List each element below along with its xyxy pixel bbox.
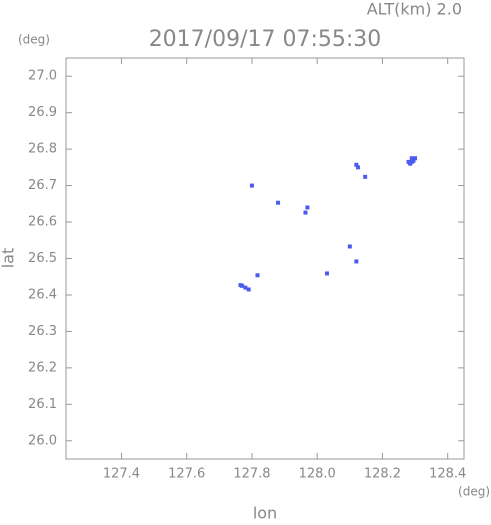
x-tick-label: 128.2 (364, 467, 401, 482)
chart-title: 2017/09/17 07:55:30 (149, 27, 382, 52)
echo-point (347, 244, 352, 249)
y-tick-label: 26.9 (28, 105, 57, 120)
y-unit: (deg) (18, 33, 50, 47)
echo-point (324, 271, 329, 276)
x-tick-label: 127.8 (233, 467, 270, 482)
y-tick-label: 26.6 (28, 215, 57, 230)
echo-point (249, 183, 254, 188)
x-tick-label: 127.4 (103, 467, 140, 482)
x-axis-label: lon (253, 504, 277, 522)
echo-point (354, 259, 359, 264)
echo-point (355, 165, 360, 170)
y-tick-label: 26.5 (28, 251, 57, 266)
y-tick-label: 26.8 (28, 142, 57, 157)
x-unit: (deg) (458, 485, 490, 499)
echo-point (363, 174, 368, 179)
y-tick-label: 27.0 (28, 69, 57, 84)
y-tick-label: 26.7 (28, 178, 57, 193)
y-tick-label: 26.3 (28, 324, 57, 339)
echo-point (413, 156, 418, 161)
y-tick-label: 26.2 (28, 360, 57, 375)
echo-point (305, 205, 310, 210)
subtitle: ALT(km) 2.0 (367, 0, 462, 19)
echo-point (354, 162, 359, 167)
echo-point (255, 273, 260, 278)
plot-frame (65, 57, 465, 460)
echo-point (303, 210, 308, 215)
echo-point (243, 285, 248, 290)
echo-point (276, 200, 281, 205)
echo-point (246, 287, 251, 292)
x-tick-label: 127.6 (168, 467, 205, 482)
echo-point (409, 156, 414, 161)
echo-point (409, 159, 414, 164)
x-tick-label: 128.4 (429, 467, 466, 482)
y-axis-label: lat (0, 248, 18, 269)
y-tick-label: 26.4 (28, 287, 57, 302)
echo-point (240, 283, 245, 288)
y-tick-label: 26.1 (28, 397, 57, 412)
y-tick-label: 26.0 (28, 433, 57, 448)
x-tick-label: 128.0 (299, 467, 336, 482)
